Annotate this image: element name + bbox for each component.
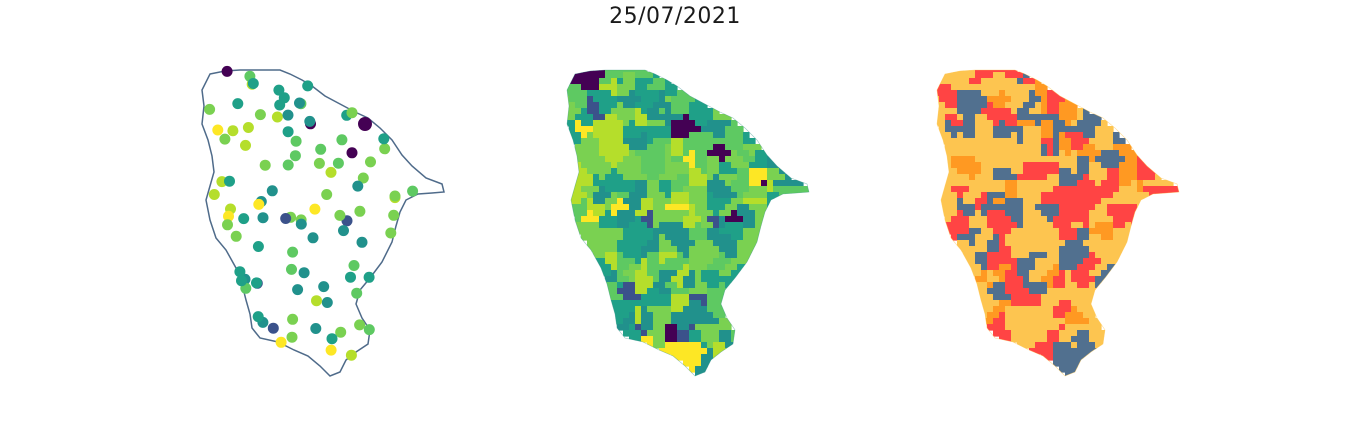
- station-point: [346, 147, 358, 159]
- station-point: [287, 313, 299, 325]
- station-point: [358, 117, 372, 131]
- station-point: [289, 150, 301, 162]
- station-point: [348, 260, 360, 271]
- station-point: [224, 175, 235, 187]
- station-point: [236, 275, 247, 287]
- station-point: [238, 213, 250, 225]
- station-point: [219, 133, 231, 145]
- station-point: [357, 172, 369, 184]
- station-point: [304, 115, 316, 127]
- station-point: [223, 210, 234, 222]
- station-point: [208, 189, 220, 200]
- station-point: [338, 225, 349, 237]
- station-point: [252, 241, 264, 252]
- station-points-map: [201, 65, 445, 377]
- station-point: [240, 139, 251, 151]
- station-point: [252, 311, 264, 323]
- station-point: [378, 133, 390, 145]
- station-point: [385, 227, 397, 239]
- station-point: [388, 209, 400, 221]
- station-point: [321, 189, 333, 200]
- station-point: [336, 134, 348, 146]
- station-point: [234, 266, 246, 278]
- station-point: [294, 97, 305, 109]
- station-point: [315, 143, 327, 155]
- state-outline: [201, 69, 445, 377]
- station-point: [365, 156, 376, 168]
- station-point: [282, 159, 294, 171]
- station-point: [335, 326, 347, 338]
- station-point: [221, 65, 233, 77]
- station-point: [310, 323, 322, 334]
- station-point: [232, 98, 244, 110]
- station-point: [307, 232, 319, 244]
- station-point: [379, 143, 391, 155]
- station-point: [332, 157, 344, 169]
- station-point: [407, 185, 419, 197]
- station-point: [275, 336, 287, 348]
- station-point: [290, 135, 302, 147]
- station-point: [212, 124, 224, 136]
- station-point: [259, 159, 271, 171]
- station-point: [389, 190, 401, 202]
- viridis-regions: [567, 70, 809, 376]
- station-point: [302, 80, 314, 92]
- classes-regions: [937, 70, 1179, 376]
- station-point: [253, 198, 265, 210]
- station-point: [326, 333, 338, 345]
- municipalities-classes-map: [936, 69, 1180, 377]
- station-point: [274, 99, 286, 111]
- station-point: [292, 284, 304, 296]
- station-point: [257, 212, 269, 224]
- station-point: [254, 109, 266, 121]
- station-point: [354, 205, 366, 217]
- station-point: [242, 122, 254, 133]
- station-point: [325, 344, 337, 356]
- station-point: [227, 125, 239, 137]
- station-point: [266, 185, 278, 197]
- station-point: [273, 84, 285, 96]
- station-point: [345, 271, 356, 283]
- state-border: [936, 69, 1180, 377]
- station-point: [287, 246, 299, 258]
- station-point: [280, 213, 292, 224]
- station-point: [363, 324, 375, 336]
- station-point: [251, 277, 262, 289]
- station-point: [325, 166, 337, 178]
- station-point: [363, 271, 375, 283]
- station-point: [295, 218, 307, 230]
- station-point: [204, 103, 216, 115]
- station-point: [230, 230, 242, 242]
- station-point: [345, 349, 357, 361]
- station-point: [282, 126, 294, 138]
- station-point: [247, 78, 259, 89]
- station-point: [321, 297, 333, 308]
- station-point: [318, 281, 330, 293]
- station-point: [311, 295, 322, 307]
- station-point: [313, 157, 325, 169]
- station-point: [267, 322, 279, 334]
- station-point: [351, 287, 363, 299]
- station-point: [354, 319, 366, 331]
- station-point: [271, 111, 283, 123]
- station-point: [286, 263, 297, 275]
- station-point: [222, 219, 233, 231]
- station-point: [286, 331, 298, 343]
- station-point: [309, 203, 321, 215]
- station-point: [334, 209, 346, 221]
- station-point: [282, 109, 294, 121]
- station-point: [346, 107, 358, 119]
- municipalities-viridis-map: [566, 69, 810, 377]
- station-point: [298, 267, 310, 279]
- station-point: [356, 236, 368, 248]
- station-point: [352, 180, 364, 192]
- state-border: [566, 69, 810, 377]
- figure-title: 25/07/2021: [609, 4, 741, 29]
